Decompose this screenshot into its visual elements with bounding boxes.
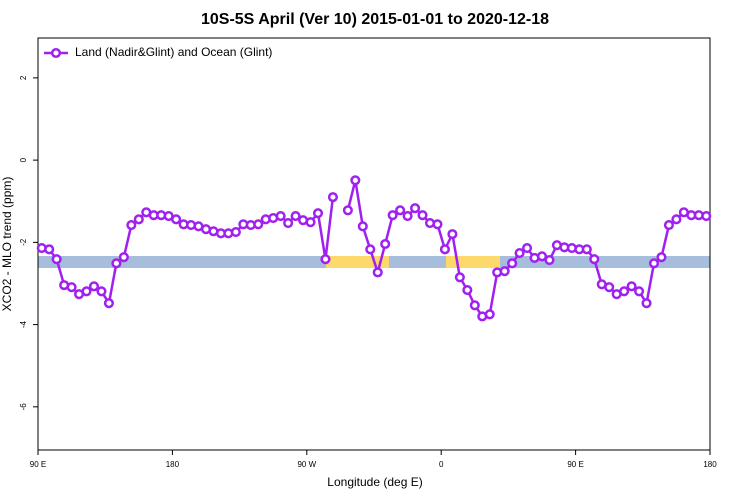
data-point bbox=[656, 252, 667, 263]
data-point bbox=[648, 258, 660, 269]
data-point bbox=[342, 205, 353, 216]
data-point bbox=[522, 243, 533, 254]
data-point bbox=[111, 258, 122, 269]
y-tick-label: 2 bbox=[19, 75, 28, 80]
y-tick-label: 0 bbox=[19, 157, 28, 162]
data-point bbox=[283, 217, 294, 229]
data-point bbox=[171, 214, 182, 225]
data-point bbox=[469, 300, 480, 311]
data-point bbox=[395, 205, 406, 216]
y-tick-label: -2 bbox=[19, 238, 28, 246]
x-tick-label: 180 bbox=[166, 460, 180, 469]
data-point bbox=[327, 192, 338, 203]
data-point bbox=[253, 219, 264, 230]
chart-title: 10S-5S April (Ver 10) 2015-01-01 to 2020… bbox=[201, 11, 549, 28]
data-point bbox=[380, 238, 391, 250]
data-point bbox=[626, 281, 637, 292]
data-point bbox=[581, 244, 592, 255]
data-point bbox=[410, 203, 421, 214]
data-point bbox=[88, 281, 100, 292]
data-point bbox=[634, 286, 645, 297]
data-point bbox=[439, 244, 450, 255]
data-point bbox=[536, 251, 548, 262]
data-point bbox=[432, 219, 443, 230]
x-tick-label: 90 W bbox=[297, 460, 316, 469]
x-tick-label: 90 E bbox=[30, 460, 46, 469]
data-point bbox=[275, 210, 286, 222]
data-point bbox=[372, 267, 383, 278]
x-tick-label: 0 bbox=[439, 460, 444, 469]
data-point bbox=[51, 254, 62, 265]
data-point bbox=[290, 210, 301, 222]
data-point bbox=[701, 210, 712, 222]
data-point bbox=[604, 282, 615, 293]
data-point bbox=[320, 254, 331, 265]
data-point bbox=[66, 282, 77, 293]
data-point bbox=[305, 217, 316, 228]
data-point bbox=[103, 298, 114, 309]
y-axis-title: XCO2 - MLO trend (ppm) bbox=[0, 177, 14, 312]
data-point bbox=[133, 214, 144, 225]
data-point bbox=[387, 210, 398, 221]
data-point bbox=[312, 208, 324, 219]
data-point bbox=[447, 229, 458, 240]
data-point bbox=[357, 221, 368, 232]
y-tick-label: -6 bbox=[19, 403, 28, 411]
data-point bbox=[507, 258, 518, 269]
data-point bbox=[230, 227, 241, 238]
data-point bbox=[96, 286, 107, 297]
data-point bbox=[589, 254, 600, 265]
data-point bbox=[365, 244, 376, 255]
data-point bbox=[118, 252, 129, 263]
data-point bbox=[641, 298, 652, 309]
data-point bbox=[350, 175, 361, 186]
data-point bbox=[619, 286, 630, 297]
data-point bbox=[514, 247, 525, 259]
data-point bbox=[462, 285, 473, 296]
data-point bbox=[44, 244, 55, 255]
data-point bbox=[663, 220, 674, 231]
land-strip bbox=[446, 256, 500, 268]
data-point bbox=[81, 286, 92, 297]
x-axis-title: Longitude (deg E) bbox=[327, 475, 422, 489]
legend-marker bbox=[50, 47, 62, 59]
data-point bbox=[499, 266, 510, 277]
x-tick-label: 180 bbox=[703, 460, 717, 469]
data-point bbox=[671, 214, 682, 225]
plot-frame bbox=[37, 37, 711, 451]
y-tick-label: -4 bbox=[19, 320, 28, 328]
data-point bbox=[484, 309, 495, 320]
legend-label: Land (Nadir&Glint) and Ocean (Glint) bbox=[75, 45, 272, 59]
data-point bbox=[544, 254, 555, 266]
data-point bbox=[454, 272, 465, 283]
data-point bbox=[402, 210, 413, 222]
data-point bbox=[126, 220, 137, 231]
x-tick-label: 90 E bbox=[567, 460, 583, 469]
data-point bbox=[417, 210, 428, 221]
